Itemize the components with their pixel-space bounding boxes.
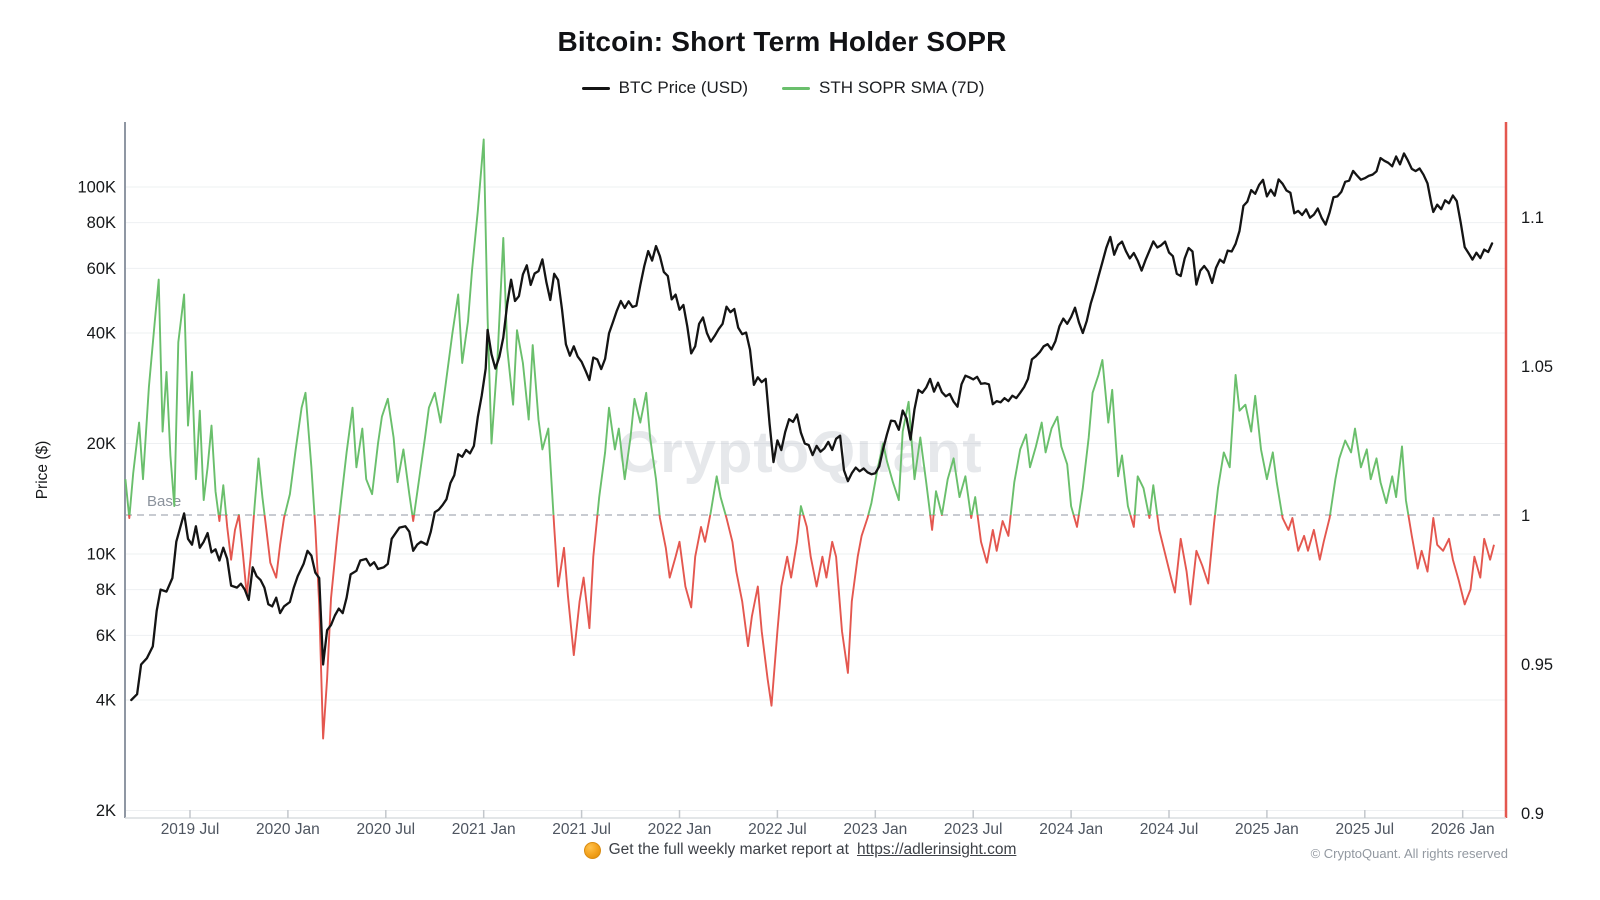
x-tick-label: 2026 Jan [1431, 821, 1495, 838]
x-tick-label: 2023 Jul [944, 821, 1003, 838]
btc-price-line-swatch [581, 86, 610, 90]
x-tick-label: 2021 Jan [452, 821, 516, 838]
price-tick-label: 40K [87, 325, 116, 343]
x-tick-label: 2021 Jul [552, 821, 611, 838]
x-tick-label: 2025 Jan [1235, 821, 1299, 838]
x-tick-label: 2023 Jan [843, 821, 907, 838]
sopr-line-above-base [124, 138, 1410, 515]
price-tick-label: 100K [77, 179, 116, 197]
x-tick-label: 2019 Jul [161, 821, 220, 838]
x-tick-label: 2020 Jan [256, 821, 320, 838]
sopr-tick-label: 1 [1521, 507, 1530, 525]
sopr-tick-label: 0.9 [1521, 805, 1544, 823]
x-tick-label: 2025 Jul [1335, 821, 1394, 838]
x-tick-label: 2022 Jul [748, 821, 807, 838]
report-banner-text: Get the full weekly market report at [608, 841, 849, 858]
price-tick-label: 6K [96, 627, 116, 645]
page-title: Bitcoin: Short Term Holder SOPR [557, 26, 1007, 57]
report-banner: Get the full weekly market report at htt… [0, 841, 1600, 859]
price-tick-label: 4K [96, 692, 116, 710]
legend-label-sth-sopr: STH SOPR SMA (7D) [819, 78, 985, 97]
sth-sopr-line-swatch [782, 86, 811, 90]
legend-item-sth-sopr: STH SOPR SMA (7D) [782, 78, 984, 98]
price-tick-label: 80K [87, 214, 116, 232]
base-label: Base [147, 493, 181, 510]
copyright-notice: © CryptoQuant. All rights reserved [1310, 846, 1508, 861]
report-link[interactable]: https://adlerinsight.com [856, 841, 1017, 858]
price-tick-label: 2K [96, 802, 116, 820]
btc-price-line [130, 152, 1494, 702]
x-tick-label: 2020 Jul [356, 821, 415, 838]
sopr-line-below-base [128, 515, 1495, 740]
price-tick-label: 8K [96, 581, 116, 599]
sopr-tick-label: 0.95 [1521, 656, 1553, 674]
price-tick-label: 60K [87, 260, 116, 278]
sopr-tick-label: 1.1 [1521, 209, 1544, 227]
x-tick-label: 2024 Jan [1039, 821, 1103, 838]
orange-circle-icon [583, 841, 601, 859]
x-tick-label: 2024 Jul [1140, 821, 1199, 838]
legend-label-btc-price: BTC Price (USD) [618, 78, 749, 97]
price-axis-title: Price ($) [34, 441, 51, 500]
sopr-tick-label: 1.05 [1521, 358, 1553, 376]
legend: BTC Price (USD) STH SOPR SMA (7D) [0, 78, 1566, 98]
legend-item-btc-price: BTC Price (USD) [581, 78, 749, 98]
price-tick-label: 20K [87, 435, 116, 453]
chart-header: Bitcoin: Short Term Holder SOPR [0, 26, 1564, 58]
price-tick-label: 10K [87, 546, 116, 564]
x-tick-label: 2022 Jan [648, 821, 712, 838]
